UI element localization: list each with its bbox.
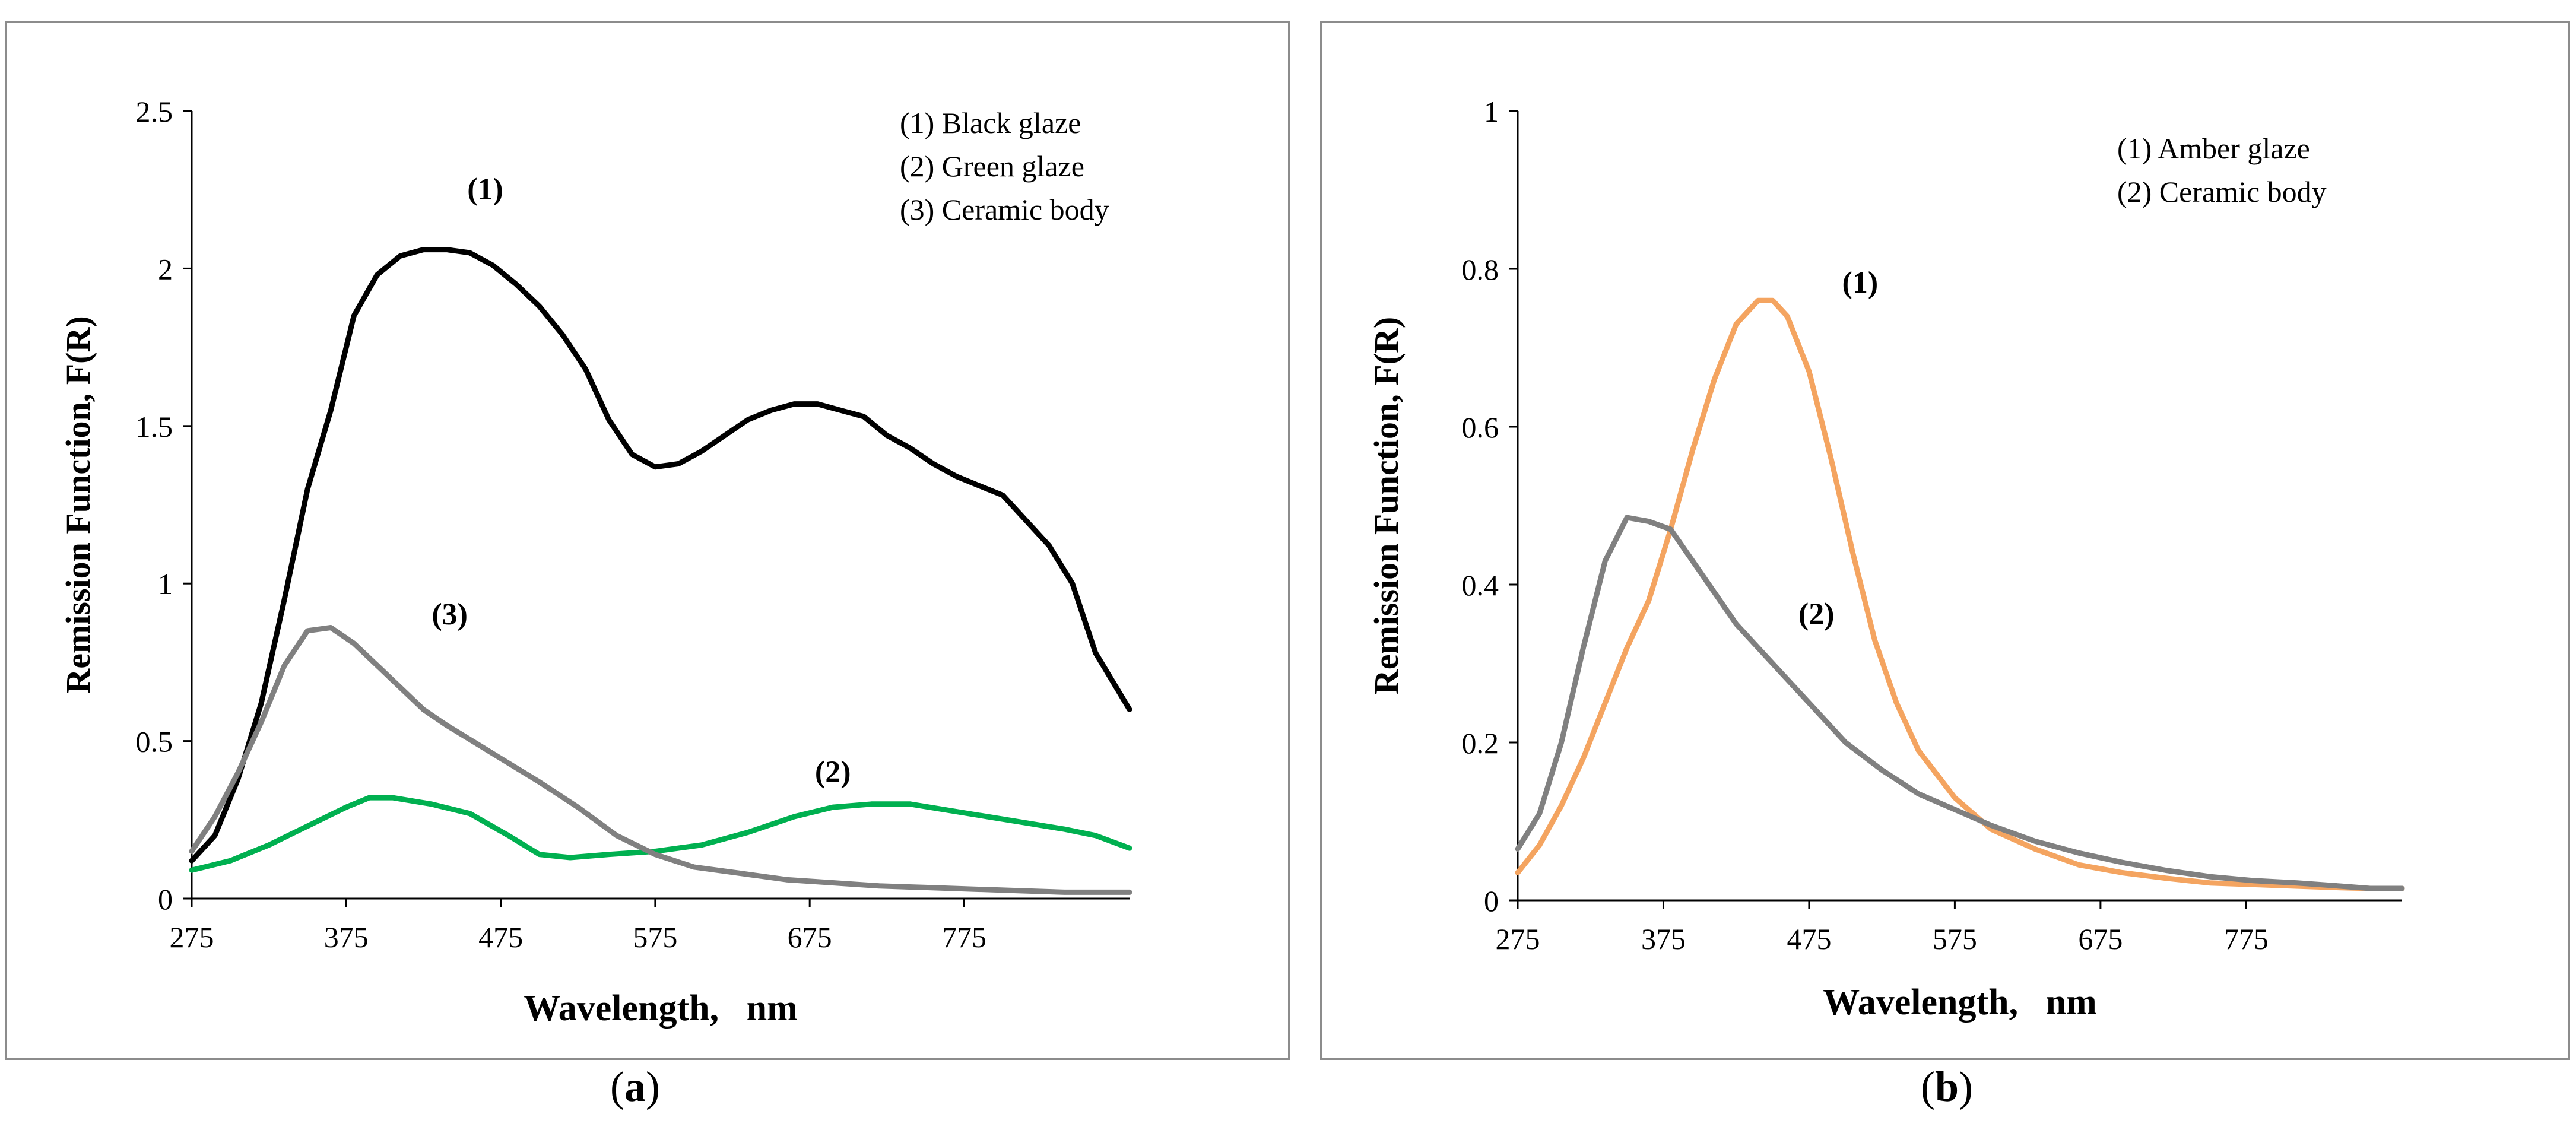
y-tick-label: 2.5: [136, 95, 173, 128]
y-tick-label: 0.6: [1462, 411, 1499, 444]
x-tick-label: 275: [1496, 922, 1540, 956]
legend-entry-1: (1) Amber glaze: [2117, 132, 2310, 165]
curve-annotation-2: (3): [432, 598, 468, 631]
chart-svg-b: 0 0.2 0.4 0.6 0.8 1 275 375 475 575 675 775 Waveleng…: [1367, 95, 2405, 1023]
series-line-1: [189, 247, 1132, 864]
series-line-2: [189, 795, 1132, 873]
x-axis-label: Wavelength, nm: [524, 988, 798, 1029]
y-tick-label: 0: [158, 883, 173, 916]
y-tick-label: 0.2: [1462, 726, 1499, 760]
x-tick-label: 475: [478, 920, 523, 954]
x-tick-label: 775: [2224, 922, 2269, 956]
legend-entry-3: (3) Ceramic body: [900, 193, 1109, 226]
x-tick-label: 575: [633, 920, 677, 954]
caption-a: (a): [610, 1063, 660, 1110]
legend-entry-2: (2) Ceramic body: [2117, 175, 2327, 208]
y-tick-label: 0: [1484, 884, 1499, 918]
y-tick-label: 1: [158, 567, 173, 601]
y-tick-label: 1: [1484, 95, 1499, 128]
x-tick-label: 275: [170, 920, 214, 954]
chart-svg-a: 0 0.5 1 1.5 2 2.5 275 375 475 575 675 775 Wavelength…: [59, 95, 1132, 1029]
y-axis-label: Remission Function, F(R): [1367, 317, 1406, 694]
chart-panel-a: 0 0.5 1 1.5 2 2.5 275 375 475 575 675 775 Wavelength…: [5, 21, 1290, 1060]
x-axis-label: Wavelength, nm: [1823, 982, 2097, 1023]
y-tick-label: 0.4: [1462, 569, 1499, 602]
caption-letter-a: a: [624, 1063, 646, 1110]
y-tick-label: 0.5: [136, 725, 173, 758]
y-tick-label: 1.5: [136, 410, 173, 443]
caption-letter-b: b: [1934, 1063, 1959, 1110]
y-tick-label: 2: [158, 252, 173, 285]
legend-entry-2: (2) Green glaze: [900, 150, 1084, 183]
x-tick-label: 375: [1641, 922, 1686, 956]
legend-entry-1: (1) Black glaze: [900, 106, 1081, 139]
x-tick-label: 375: [324, 920, 369, 954]
x-tick-label: 475: [1787, 922, 1831, 956]
x-tick-label: 675: [2078, 922, 2123, 956]
curve-annotation-3: (2): [815, 756, 851, 789]
x-tick-label: 775: [942, 920, 986, 954]
y-tick-label: 0.8: [1462, 253, 1499, 286]
curve-annotation-2: (2): [1798, 598, 1835, 631]
x-tick-label: 575: [1933, 922, 1977, 956]
caption-b: (b): [1920, 1063, 1973, 1110]
curve-annotation-1: (1): [467, 173, 503, 207]
series-line-2: [1515, 515, 2405, 891]
series-line-1: [1515, 297, 2405, 891]
x-tick-label: 675: [788, 920, 832, 954]
curve-annotation-1: (1): [1842, 266, 1879, 300]
y-axis-label: Remission Function, F(R): [59, 316, 97, 693]
chart-panel-b: 0 0.2 0.4 0.6 0.8 1 275 375 475 575 675 775 Waveleng…: [1320, 21, 2570, 1060]
series-line-3: [189, 625, 1132, 895]
